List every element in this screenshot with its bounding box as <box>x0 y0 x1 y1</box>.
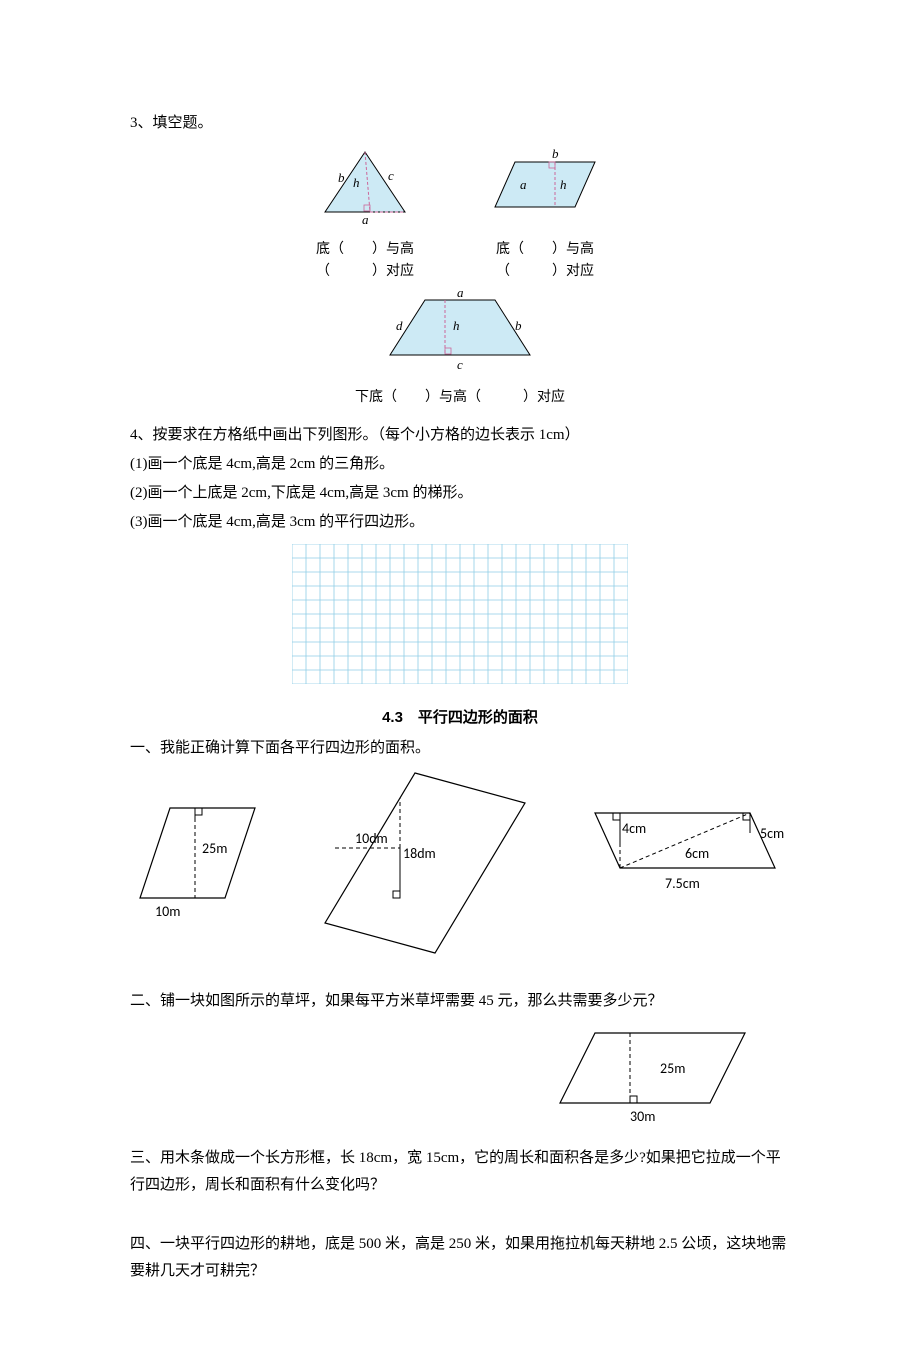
grid-paper <box>292 544 628 684</box>
q4-p1: (1)画一个底是 4cm,高是 2cm 的三角形。 <box>130 451 790 478</box>
q3-para-cap1: 底（ ）与高 <box>480 237 610 259</box>
label-b: b <box>515 318 522 333</box>
q4-title: 4、按要求在方格纸中画出下列图形。（每个小方格的边长表示 1cm） <box>130 422 790 449</box>
label-a: a <box>520 177 527 192</box>
p1-fig-b: 10dm 18dm <box>320 768 530 958</box>
sec43-p1-figs: 25m 10m 10dm 18dm 4cm 5cm 6cm 7.5cm <box>130 768 790 958</box>
sec43-p2-text: 二、铺一块如图所示的草坪，如果每平方米草坪需要 45 元，那么共需要多少元？ <box>130 988 790 1015</box>
sec43-p3: 三、用木条做成一个长方形框，长 18cm，宽 15cm，它的周长和面积各是多少?… <box>130 1145 790 1199</box>
label-b: b <box>552 147 559 161</box>
sec43-p4: 四、一块平行四边形的耕地，底是 500 米，高是 250 米，如果用拖拉机每天耕… <box>130 1231 790 1285</box>
q3-para-cap2: （ ）对应 <box>480 259 610 281</box>
q3-trap-block: a d b h c 下底（ ）与高（ ）对应 <box>355 290 565 407</box>
sec43-title: 4.3 平行四边形的面积 <box>130 704 790 731</box>
q4-p2: (2)画一个上底是 2cm,下底是 4cm,高是 3cm 的梯形。 <box>130 480 790 507</box>
label-h: h <box>353 175 360 190</box>
q3-title: 3、填空题。 <box>130 110 790 137</box>
label-a: a <box>457 290 464 300</box>
q3-tri-cap2: （ ）对应 <box>310 259 420 281</box>
sec43-p1-text: 一、我能正确计算下面各平行四边形的面积。 <box>130 735 790 762</box>
label-d: d <box>396 318 403 333</box>
q3-triangle-svg: b c h a <box>310 147 420 227</box>
label-c: c <box>457 357 463 372</box>
label-c: c <box>388 168 394 183</box>
fig-a-h: 25m <box>202 840 227 857</box>
p2-h: 25m <box>660 1060 685 1077</box>
p1-fig-a: 25m 10m <box>130 798 270 928</box>
label-a: a <box>362 212 369 227</box>
q3-trap-cap: 下底（ ）与高（ ）对应 <box>355 385 565 407</box>
fig-c-b: 5cm <box>760 825 784 842</box>
q3-trap-row: a d b h c 下底（ ）与高（ ）对应 <box>130 290 790 407</box>
label-b: b <box>338 170 345 185</box>
q3-para-svg: a b h <box>480 147 610 227</box>
q3-trap-svg: a d b h c <box>375 290 545 375</box>
fig-a-b: 10m <box>155 903 180 920</box>
p1-fig-c: 4cm 5cm 6cm 7.5cm <box>580 803 790 923</box>
q3-para-block: a b h 底（ ）与高 （ ）对应 <box>480 147 610 282</box>
spacer <box>130 1201 790 1231</box>
fig-c-a: 4cm <box>622 820 646 837</box>
q3-tri-cap1: 底（ ）与高 <box>310 237 420 259</box>
fig-b-h: 18dm <box>403 845 436 862</box>
sec43-p2-fig-wrap: 25m 30m <box>130 1023 790 1133</box>
q3-figure-row-1: b c h a 底（ ）与高 （ ）对应 a b h 底（ ）与高 （ ）对应 <box>130 147 790 282</box>
fig-c-c: 6cm <box>685 845 709 862</box>
label-h: h <box>453 318 460 333</box>
p2-fig: 25m 30m <box>550 1023 760 1133</box>
q3-triangle-block: b c h a 底（ ）与高 （ ）对应 <box>310 147 420 282</box>
label-h: h <box>560 177 567 192</box>
fig-b-w: 10dm <box>355 830 388 847</box>
p2-b: 30m <box>630 1108 655 1125</box>
q4-p3: (3)画一个底是 4cm,高是 3cm 的平行四边形。 <box>130 509 790 536</box>
fig-c-d: 7.5cm <box>665 875 700 892</box>
